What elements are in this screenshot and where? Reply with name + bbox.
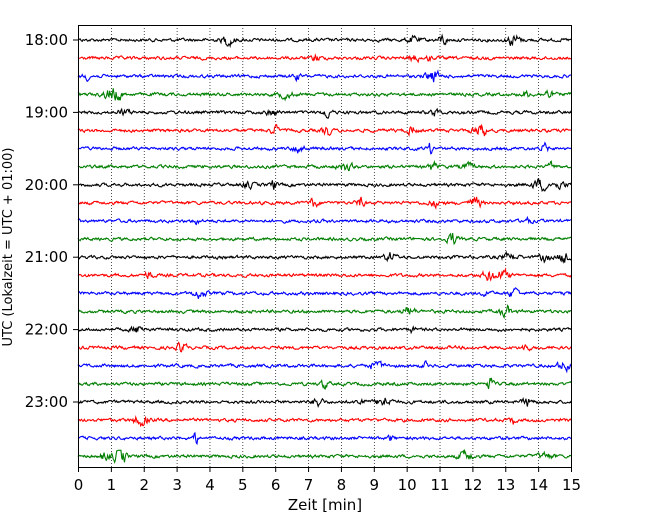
trace-line xyxy=(77,431,572,446)
trace-line xyxy=(77,141,572,155)
trace-line xyxy=(77,123,572,138)
trace-line xyxy=(77,33,572,49)
y-axis-label: UTC (Lokalzeit = UTC + 01:00) xyxy=(1,148,16,347)
y-tick-label: 21:00 xyxy=(25,248,68,266)
trace-line xyxy=(77,304,572,320)
plot-frame xyxy=(78,25,572,468)
trace-line xyxy=(77,107,572,120)
trace-line xyxy=(77,159,572,172)
x-tick-label: 6 xyxy=(271,476,281,494)
x-tick-label: 4 xyxy=(205,476,215,494)
x-tick-label: 3 xyxy=(172,476,182,494)
y-tick-label: 20:00 xyxy=(25,176,68,194)
x-tick-label: 12 xyxy=(463,476,482,494)
y-axis-ticks: 18:00 19:00 20:00 21:00 22:00 23:00 xyxy=(25,31,78,411)
trace-line xyxy=(77,232,572,246)
x-tick-label: 13 xyxy=(496,476,515,494)
x-tick-label: 14 xyxy=(529,476,548,494)
y-tick-label: 22:00 xyxy=(25,321,68,339)
x-tick-label: 10 xyxy=(398,476,417,494)
trace-line xyxy=(77,325,572,335)
x-tick-label: 8 xyxy=(337,476,347,494)
x-axis-ticks: 0 1 2 3 4 5 6 7 8 9 10 11 12 13 14 15 xyxy=(74,467,581,494)
x-tick-label: 0 xyxy=(74,476,84,494)
trace-line xyxy=(77,267,572,282)
x-tick-label: 9 xyxy=(370,476,380,494)
trace-line xyxy=(77,53,572,64)
y-tick-label: 23:00 xyxy=(25,393,68,411)
x-tick-label: 1 xyxy=(107,476,117,494)
y-tick-label: 18:00 xyxy=(25,31,68,49)
x-tick-label: 2 xyxy=(139,476,149,494)
trace-line xyxy=(77,287,572,299)
x-axis-label: Zeit [min] xyxy=(288,496,362,514)
trace-line xyxy=(77,250,572,264)
y-tick-label: 19:00 xyxy=(25,103,68,121)
trace-line xyxy=(77,88,572,102)
x-tick-label: 15 xyxy=(562,476,581,494)
trace-line xyxy=(77,177,572,192)
trace-line xyxy=(77,69,572,83)
trace-line xyxy=(77,341,572,353)
trace-line xyxy=(77,396,572,409)
trace-layer xyxy=(77,33,572,464)
grid-lines xyxy=(111,25,539,467)
trace-line xyxy=(77,215,572,226)
trace-line xyxy=(77,415,572,428)
trace-line xyxy=(77,360,572,374)
x-tick-label: 7 xyxy=(304,476,314,494)
trace-line xyxy=(77,377,572,390)
x-tick-label: 11 xyxy=(430,476,449,494)
x-tick-label: 5 xyxy=(238,476,248,494)
trace-line xyxy=(77,196,572,210)
trace-line xyxy=(77,448,572,464)
